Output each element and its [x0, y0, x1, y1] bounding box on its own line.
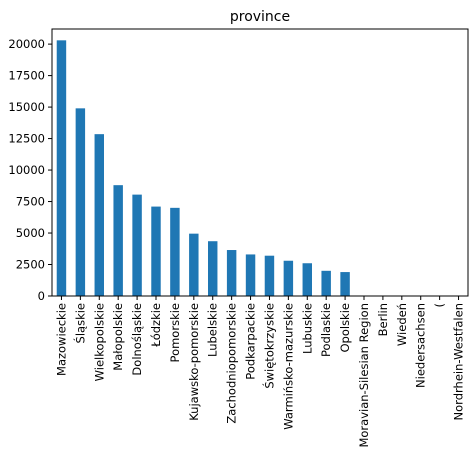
bar [189, 233, 199, 296]
x-tick-label: Moravian-Silesian Region [357, 303, 371, 448]
bar [170, 207, 180, 296]
bar [264, 255, 275, 296]
x-tick-label: Lubuskie [300, 303, 314, 354]
x-tick-label: Opolskie [338, 303, 352, 353]
x-axis: Mazowieckie Śląskie Wielkopolskie Małopolsk… [54, 296, 466, 448]
bar [340, 272, 350, 296]
bar [302, 263, 312, 296]
x-tick-label: Niedersachsen [414, 303, 428, 388]
x-tick-label: Warmińsko-mazurskie [281, 303, 295, 430]
y-tick-label: 2500 [16, 258, 45, 272]
bars-group [56, 40, 464, 296]
bar [321, 270, 331, 296]
y-tick-label: 15000 [8, 100, 45, 114]
x-tick-label: Zachodniopomorskie [225, 303, 239, 424]
y-tick-label: 0 [38, 289, 45, 303]
bar [94, 134, 104, 296]
bar [113, 185, 123, 296]
y-axis: 0 2500 5000 7500 10000 12500 15000 17500 20000 [8, 37, 52, 303]
x-tick-label: Wiedeń [395, 303, 409, 346]
y-tick-label: 7500 [16, 195, 45, 209]
bar [151, 206, 161, 296]
x-tick-label: Kujawsko-pomorskie [187, 303, 201, 421]
x-tick-label: Nordrhein-Westfalen [452, 303, 466, 420]
plot-frame [51, 28, 469, 297]
y-tick-label: 20000 [8, 37, 45, 51]
x-tick-label: Wielkopolskie [92, 303, 106, 381]
x-tick-label: Dolnośląskie [130, 303, 144, 376]
x-tick-label: Małopolskie [111, 303, 125, 371]
x-tick-label: ( [433, 303, 447, 308]
bar [245, 254, 256, 296]
x-tick-label: Świętokrzyskie [261, 303, 276, 389]
bar [56, 40, 67, 296]
y-tick-label: 12500 [8, 132, 45, 146]
x-tick-label: Berlin [376, 303, 390, 336]
x-tick-label: Podkarpackie [244, 303, 258, 380]
x-tick-label: Lubelskie [206, 303, 220, 357]
chart-title: province [230, 9, 290, 25]
bar [132, 194, 142, 296]
bar [226, 250, 237, 296]
x-tick-label: Mazowieckie [54, 303, 68, 376]
x-tick-label: Śląskie [72, 303, 87, 343]
x-tick-label: Podlaskie [319, 303, 333, 357]
y-tick-label: 10000 [8, 163, 45, 177]
bar [75, 108, 86, 296]
y-tick-label: 5000 [16, 226, 45, 240]
x-tick-label: Łódzkie [149, 303, 163, 348]
x-tick-label: Pomorskie [168, 303, 182, 362]
bar [208, 241, 218, 296]
y-tick-label: 17500 [8, 69, 45, 83]
bar [283, 260, 294, 296]
